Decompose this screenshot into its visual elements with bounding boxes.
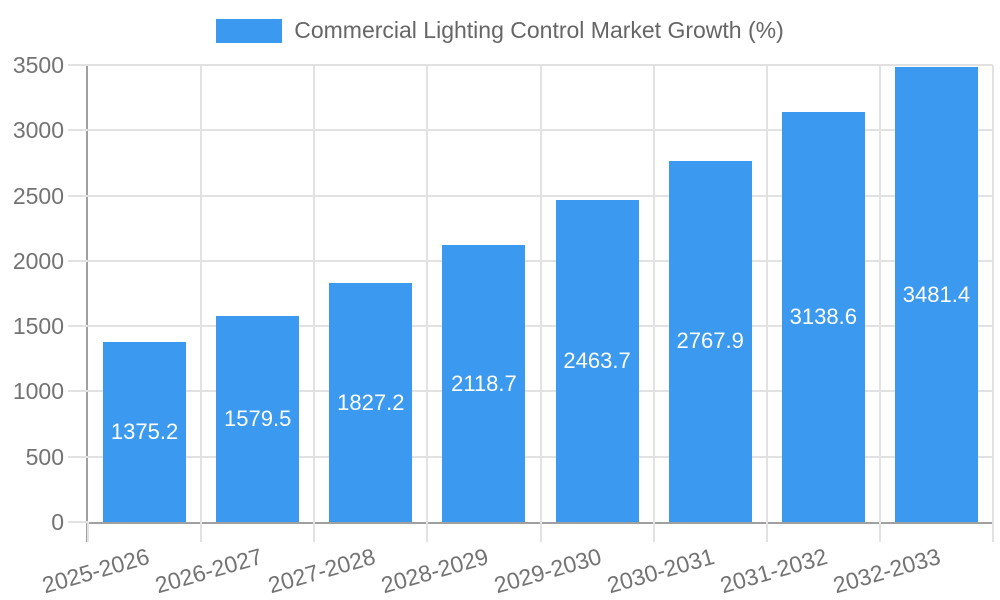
bar-value-label: 1579.5 bbox=[224, 405, 292, 431]
bar-value-label: 1827.2 bbox=[337, 389, 405, 415]
x-tick-mark bbox=[539, 522, 542, 542]
y-tick-mark bbox=[68, 390, 88, 393]
x-gridline bbox=[426, 65, 429, 522]
y-tick-mark bbox=[68, 455, 88, 458]
y-tick-mark bbox=[68, 259, 88, 262]
y-tick-label: 2000 bbox=[12, 247, 64, 274]
y-tick-mark bbox=[68, 325, 88, 328]
x-gridline bbox=[539, 65, 542, 522]
legend-item[interactable]: Commercial Lighting Control Market Growt… bbox=[216, 17, 784, 44]
x-tick-mark bbox=[765, 522, 768, 542]
bar[interactable]: 2767.9 bbox=[668, 160, 752, 522]
x-gridline bbox=[765, 65, 768, 522]
bar[interactable]: 2463.7 bbox=[555, 200, 639, 522]
x-tick-mark bbox=[200, 522, 203, 542]
x-gridline bbox=[992, 65, 994, 522]
y-tick-mark bbox=[68, 194, 88, 197]
y-axis-line bbox=[86, 65, 88, 542]
y-tick-label: 3500 bbox=[12, 52, 64, 78]
plot-area: 1375.2 1579.5 1827.2 2118.7 2463.7 2767.9 3138… bbox=[88, 64, 994, 522]
x-tick-mark bbox=[652, 522, 655, 542]
legend-swatch-icon bbox=[216, 18, 283, 43]
x-gridline bbox=[878, 65, 881, 522]
y-tick-mark bbox=[68, 521, 88, 523]
y-tick-label: 3000 bbox=[12, 117, 64, 144]
bar[interactable]: 3481.4 bbox=[894, 67, 978, 522]
bar-value-label: 2118.7 bbox=[451, 370, 517, 396]
x-gridline bbox=[652, 65, 655, 522]
x-tick-mark bbox=[313, 522, 316, 542]
bar[interactable]: 3138.6 bbox=[781, 112, 865, 522]
y-tick-mark bbox=[68, 64, 88, 66]
bar[interactable]: 1827.2 bbox=[329, 283, 413, 522]
bar[interactable]: 1579.5 bbox=[216, 315, 300, 522]
bar[interactable]: 1375.2 bbox=[103, 342, 187, 522]
bar[interactable]: 2118.7 bbox=[442, 245, 526, 522]
x-gridline bbox=[313, 65, 316, 522]
y-tick-label: 1500 bbox=[12, 313, 64, 340]
y-tick-mark bbox=[68, 129, 88, 132]
y-tick-label: 500 bbox=[25, 443, 64, 470]
bar-value-label: 1375.2 bbox=[110, 419, 179, 445]
y-tick-label: 2500 bbox=[12, 182, 64, 209]
x-tick-mark bbox=[87, 522, 89, 542]
bar-value-label: 2767.9 bbox=[676, 328, 744, 354]
x-tick-mark bbox=[426, 522, 429, 542]
bar-value-label: 3138.6 bbox=[789, 304, 857, 330]
legend-label: Commercial Lighting Control Market Growt… bbox=[294, 17, 784, 43]
bar-value-label: 2463.7 bbox=[563, 348, 631, 374]
bar-value-label: 3481.4 bbox=[902, 281, 971, 307]
y-tick-label: 0 bbox=[51, 509, 64, 535]
y-tick-label: 1000 bbox=[12, 378, 64, 405]
legend: Commercial Lighting Control Market Growt… bbox=[0, 17, 1000, 44]
x-tick-mark bbox=[878, 522, 881, 542]
x-tick-mark bbox=[992, 522, 994, 542]
x-gridline bbox=[200, 65, 203, 522]
